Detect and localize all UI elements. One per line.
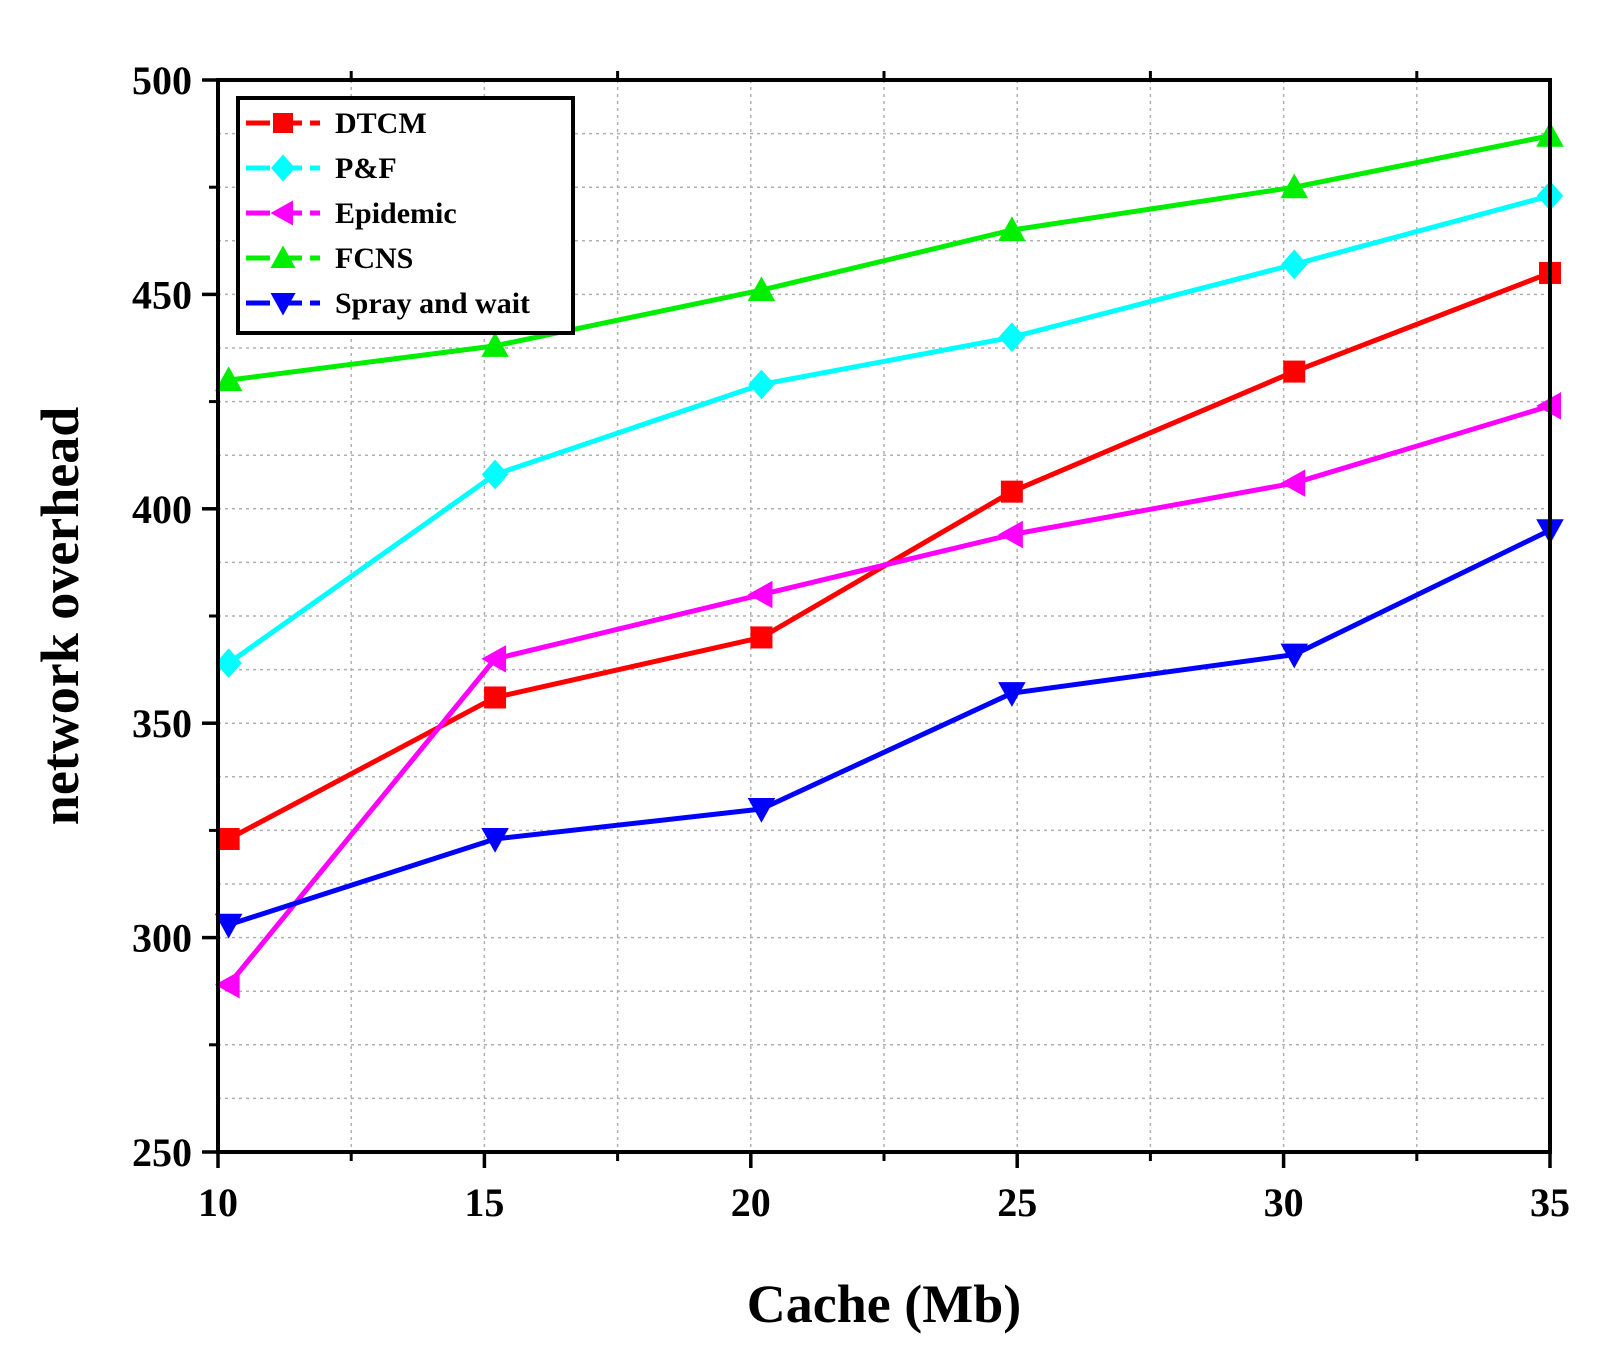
- series-fcns: [214, 121, 1564, 392]
- legend-label: FCNS: [335, 242, 413, 275]
- plot-frame: [216, 78, 1552, 1154]
- series-epidemic: [214, 392, 1561, 999]
- legend-label: DTCM: [335, 107, 427, 140]
- data-point: [214, 913, 243, 939]
- series-line: [226, 403, 1551, 987]
- data-point: [747, 797, 776, 823]
- legend-label: Spray and wait: [335, 287, 530, 320]
- data-point: [1000, 480, 1023, 503]
- series-line: [227, 527, 1552, 928]
- data-point: [747, 580, 773, 609]
- data-point: [1280, 643, 1309, 669]
- data-point: [481, 332, 509, 357]
- data-point: [1280, 469, 1306, 497]
- x-tick-label: 15: [464, 1180, 504, 1225]
- data-point: [747, 276, 776, 302]
- y-axis-title: network overhead: [30, 407, 90, 825]
- y-tick-label: 500: [132, 58, 192, 103]
- data-point: [484, 686, 507, 709]
- data-point: [998, 520, 1023, 549]
- data-point: [1281, 249, 1308, 280]
- x-tick-label: 30: [1264, 1180, 1304, 1225]
- grid: [218, 80, 1550, 1152]
- data-point: [748, 369, 775, 400]
- tick-labels: 10 15 20 25 30 35 250 300 350 400 450 500: [132, 58, 1570, 1225]
- legend-item: P&F: [246, 152, 397, 185]
- legend-item: DTCM: [246, 107, 427, 140]
- data-point: [1280, 173, 1309, 199]
- series-line: [227, 193, 1551, 666]
- y-tick-label: 300: [132, 916, 192, 961]
- series-lines: [214, 121, 1564, 999]
- legend-item: Spray and wait: [246, 287, 530, 320]
- legend-label: Epidemic: [335, 197, 457, 230]
- y-tick-label: 250: [132, 1130, 192, 1175]
- series-p-f: [215, 180, 1564, 679]
- data-point: [217, 827, 240, 850]
- series-line: [228, 133, 1551, 383]
- data-point: [750, 626, 773, 649]
- series-spray-and-wait: [214, 519, 1564, 939]
- data-point: [481, 645, 507, 673]
- data-point: [998, 216, 1026, 242]
- x-tick-label: 20: [731, 1180, 771, 1225]
- y-tick-label: 450: [132, 272, 192, 317]
- data-point: [1283, 360, 1306, 383]
- data-point: [271, 154, 295, 182]
- series-dtcm: [217, 261, 1561, 850]
- data-point: [270, 245, 296, 268]
- data-point: [481, 827, 509, 853]
- data-point: [270, 200, 293, 226]
- y-tick-label: 350: [132, 701, 192, 746]
- legend-item: Epidemic: [246, 197, 457, 230]
- legend: DTCM P&F Epidemic FCNS Spray and wait: [236, 96, 575, 335]
- data-point: [214, 971, 240, 999]
- x-tick-label: 35: [1530, 1180, 1570, 1225]
- data-point: [998, 682, 1026, 707]
- y-tick-label: 400: [132, 487, 192, 532]
- data-point: [273, 113, 293, 133]
- axes: [202, 71, 1552, 1168]
- x-axis-title: Cache (Mb): [747, 1274, 1021, 1334]
- data-point: [481, 459, 509, 490]
- data-point: [998, 322, 1026, 353]
- data-point: [270, 293, 296, 316]
- data-point: [215, 648, 242, 679]
- legend-item: FCNS: [246, 242, 413, 275]
- legend-label: P&F: [335, 152, 397, 185]
- data-point: [214, 366, 243, 392]
- x-tick-label: 10: [198, 1180, 238, 1225]
- x-tick-label: 25: [997, 1180, 1037, 1225]
